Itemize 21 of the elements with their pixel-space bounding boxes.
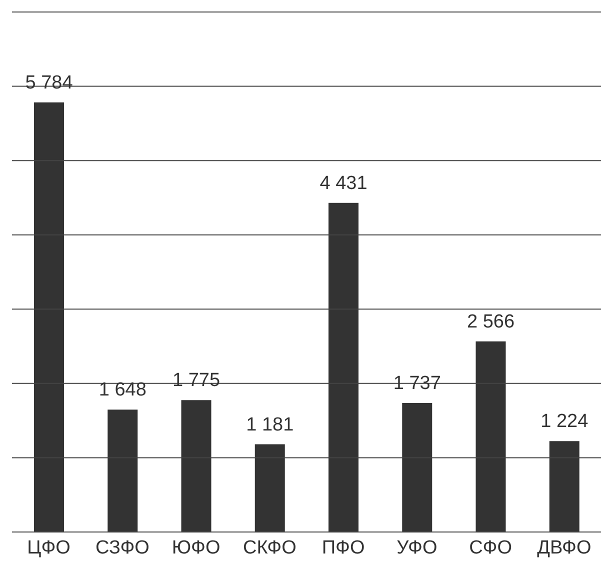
x-tick-label: СКФО [243,537,296,558]
data-label: 1 181 [246,414,294,436]
bar [254,444,285,532]
x-tick-label: УФО [396,537,438,558]
x-tick-label: СЗФО [95,537,150,558]
x-tick-label: ЦФО [27,537,70,558]
bar [476,341,506,532]
data-label: 1 648 [98,380,146,401]
x-tick-label: ПФО [322,537,365,558]
bar [34,102,64,532]
bar [181,400,212,532]
bar [108,410,138,532]
data-label: 1 224 [540,411,589,432]
x-tick-label: ЮФО [172,537,220,558]
bar [549,441,580,532]
bar [402,402,432,532]
data-label: 4 431 [320,172,368,194]
data-label: 2 566 [466,311,515,332]
bar [328,202,358,532]
x-tick-label: СФО [469,537,512,558]
x-tick-label: ДВФО [537,537,592,558]
